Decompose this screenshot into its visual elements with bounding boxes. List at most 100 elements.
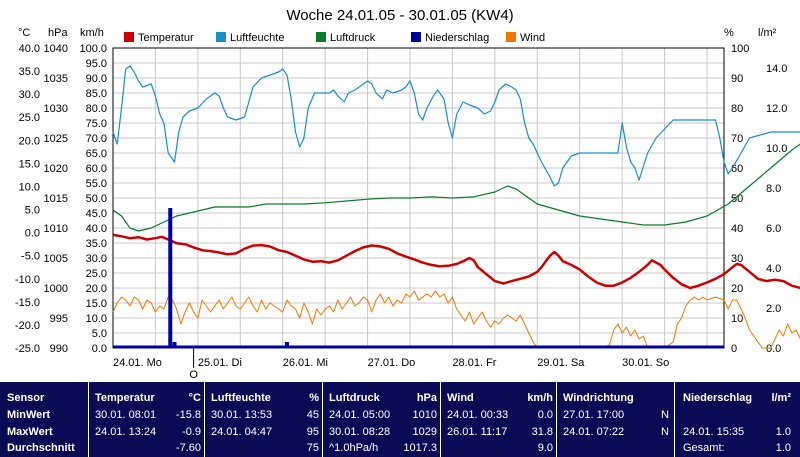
humidity-tick-label: 10	[731, 313, 743, 325]
pressure-tick-label: 995	[50, 313, 68, 325]
moon-phase-marker: O	[189, 369, 198, 381]
direction-max-value: N	[661, 426, 669, 438]
stats-temp-col: Temperatur °C 30.01. 08:01 -15.8 24.01. …	[88, 382, 205, 457]
pressure-avg-value: 1017.3	[403, 442, 437, 454]
humidity-tick-label: 20	[731, 283, 743, 295]
stats-pressure-unit: hPa	[416, 392, 437, 404]
rain-tick-label: 2.0	[766, 303, 781, 315]
day-label: 30.01. So	[622, 357, 669, 369]
wind-min-value: 0.0	[537, 409, 553, 421]
rain-tick-label: 14.0	[766, 63, 787, 75]
wind-tick-label: 50.0	[86, 193, 107, 205]
legend-label: Luftdruck	[330, 32, 376, 44]
temp-min-time: 30.01. 08:01	[95, 409, 157, 421]
pressure-tick-label: 1035	[44, 73, 68, 85]
pressure-trend: ^1.0hPa/h	[329, 442, 379, 454]
temp-tick-label: -5.0	[21, 251, 40, 263]
temp-tick-label: -20.0	[15, 320, 40, 332]
humidity-tick-label: 70	[731, 133, 743, 145]
wind-tick-label: 45.0	[86, 208, 107, 220]
stats-rain-unit: l/m²	[771, 392, 791, 404]
wind-max-value: 31.8	[531, 426, 553, 438]
humidity-tick-label: 50	[731, 193, 743, 205]
humidity-avg-value: 75	[306, 442, 319, 454]
humidity-tick-label: 60	[731, 163, 743, 175]
legend-label: Luftfeuchte	[230, 32, 284, 44]
rain-axis-unit: l/m²	[758, 27, 777, 39]
humidity-tick-label: 80	[731, 103, 743, 115]
wind-tick-label: 35.0	[86, 238, 107, 250]
stats-header-humidity: Luftfeuchte	[211, 392, 271, 404]
rain-tick-label: 0.0	[766, 343, 781, 355]
temp-tick-label: 40.0	[19, 43, 40, 55]
day-label: 26.01. Mi	[283, 357, 328, 369]
pressure-tick-label: 1010	[44, 223, 68, 235]
stats-header-wind: Wind	[447, 392, 474, 404]
wind-avg-value: 9.0	[537, 442, 553, 454]
stats-wind-col: Wind km/h 24.01. 00:33 0.0 26.01. 11:17 …	[440, 382, 557, 457]
pressure-tick-label: 1030	[44, 103, 68, 115]
wind-tick-label: 55.0	[86, 178, 107, 190]
stats-rain-col: Niederschlag l/m² 24.01. 15:35 1.0 Gesam…	[674, 382, 795, 457]
pressure-tick-label: 1005	[44, 253, 68, 265]
rain-bar	[168, 208, 173, 348]
humidity-tick-label: 30	[731, 253, 743, 265]
legend-swatch	[411, 32, 421, 42]
pressure-axis-unit: hPa	[48, 27, 68, 39]
temp-min-value: -15.8	[175, 409, 201, 421]
legend-swatch	[124, 32, 134, 42]
rain-max-time: 24.01. 15:35	[683, 426, 745, 438]
pressure-tick-label: 1000	[44, 283, 68, 295]
stats-temp-unit: °C	[188, 392, 201, 404]
statistics-panel: Sensor MinWert MaxWert Durchschnitt Temp…	[0, 382, 800, 457]
day-label: 24.01. Mo	[113, 357, 162, 369]
rain-total-value: 1.0	[775, 442, 791, 454]
series-line-wind	[112, 290, 800, 349]
stats-humidity-col: Luftfeuchte % 30.01. 13:53 45 24.01. 04:…	[204, 382, 323, 457]
humidity-axis-unit: %	[724, 27, 734, 39]
stats-row-avg: Durchschnitt	[7, 442, 75, 454]
pressure-max-value: 1029	[412, 426, 437, 438]
series-line-luftfeuchte	[112, 65, 800, 187]
legend-label: Niederschlag	[425, 32, 489, 44]
temp-tick-label: 25.0	[19, 112, 40, 124]
wind-tick-label: 65.0	[86, 148, 107, 160]
day-label: 28.01. Fr	[452, 357, 496, 369]
direction-max-time: 24.01. 07:22	[563, 426, 625, 438]
pressure-min-time: 24.01. 05:00	[329, 409, 391, 421]
day-label: 29.01. Sa	[537, 357, 585, 369]
pressure-tick-label: 1015	[44, 193, 68, 205]
stats-header-temp: Temperatur	[95, 392, 155, 404]
legend-label: Temperatur	[138, 32, 194, 44]
wind-tick-label: 25.0	[86, 268, 107, 280]
rain-tick-label: 10.0	[766, 143, 787, 155]
rain-max-value: 1.0	[775, 426, 791, 438]
wind-tick-label: 75.0	[86, 118, 107, 130]
wind-tick-label: 60.0	[86, 163, 107, 175]
stats-row-max: MaxWert	[7, 426, 53, 438]
temp-tick-label: 35.0	[19, 66, 40, 78]
temp-tick-label: 0.0	[25, 228, 40, 240]
humidity-min-time: 30.01. 13:53	[211, 409, 273, 421]
rain-tick-label: 8.0	[766, 183, 781, 195]
temp-avg-value: -7.60	[175, 442, 201, 454]
humidity-tick-label: 0	[731, 343, 737, 355]
temp-tick-label: -10.0	[15, 274, 40, 286]
wind-tick-label: 100.0	[79, 43, 107, 55]
temp-tick-label: 10.0	[19, 181, 40, 193]
humidity-min-value: 45	[306, 409, 319, 421]
wind-tick-label: 80.0	[86, 103, 107, 115]
temp-max-time: 24.01. 13:24	[95, 426, 157, 438]
humidity-tick-label: 100	[731, 43, 749, 55]
stats-sensor-col: Sensor MinWert MaxWert Durchschnitt	[0, 382, 88, 457]
wind-tick-label: 5.0	[92, 328, 107, 340]
pressure-min-value: 1010	[412, 409, 437, 421]
wind-tick-label: 20.0	[86, 283, 107, 295]
stats-pressure-col: Luftdruck hPa 24.01. 05:00 1010 30.01. 0…	[322, 382, 441, 457]
temp-tick-label: -15.0	[15, 297, 40, 309]
chart-plot	[112, 65, 800, 349]
temp-tick-label: 20.0	[19, 135, 40, 147]
temp-tick-label: 15.0	[19, 158, 40, 170]
rain-tick-label: 4.0	[766, 263, 781, 275]
wind-tick-label: 10.0	[86, 313, 107, 325]
